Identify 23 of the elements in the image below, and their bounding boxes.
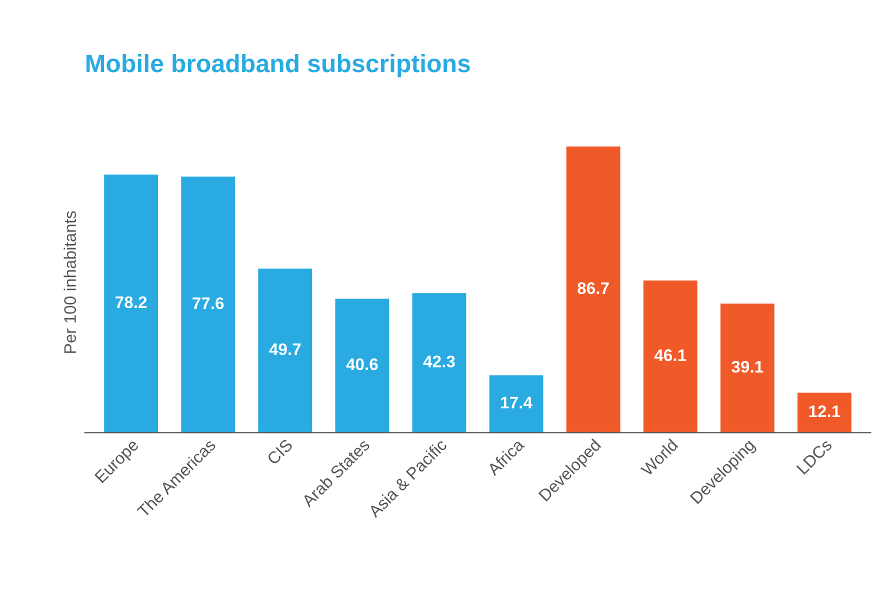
data-label: 77.6	[192, 297, 224, 310]
data-label: 12.1	[809, 405, 840, 418]
bar	[797, 392, 852, 433]
bar	[181, 176, 236, 433]
x-tick-label: CIS	[266, 438, 294, 466]
data-label: 86.7	[578, 282, 609, 294]
data-label: 17.4	[501, 396, 532, 408]
bar	[720, 304, 774, 433]
data-label: 46.1	[654, 349, 686, 362]
bar	[104, 174, 158, 433]
data-label: 39.1	[732, 360, 764, 373]
data-label: 40.6	[346, 358, 378, 370]
y-axis-title: Per 100 inhabitants	[64, 211, 76, 353]
chart-title: Mobile broadband subscriptions	[86, 54, 470, 78]
bar	[258, 268, 312, 433]
bar	[566, 146, 620, 433]
bar	[489, 375, 544, 433]
data-label: 42.3	[423, 356, 455, 368]
bar	[643, 280, 698, 433]
bar	[412, 293, 466, 433]
data-label: 78.2	[116, 296, 147, 308]
data-label: 49.7	[269, 343, 301, 356]
bar	[335, 298, 390, 433]
